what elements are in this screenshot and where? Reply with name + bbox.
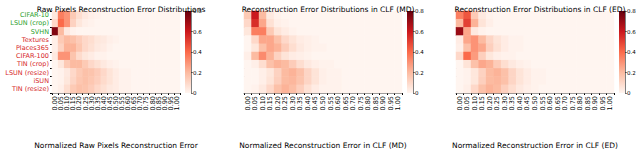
svg-text:0.8: 0.8	[415, 8, 424, 14]
svg-text:0.70: 0.70	[136, 96, 145, 111]
svg-text:0.6: 0.6	[415, 29, 424, 35]
svg-text:0.50: 0.50	[319, 96, 327, 111]
svg-text:0.85: 0.85	[371, 96, 380, 111]
svg-text:0.30: 0.30	[87, 96, 96, 111]
svg-text:0.4: 0.4	[415, 49, 424, 55]
svg-text:CIFAR-100: CIFAR-100	[16, 52, 49, 60]
svg-text:0.60: 0.60	[334, 96, 342, 111]
svg-text:0.20: 0.20	[75, 96, 84, 111]
svg-text:0: 0	[193, 90, 197, 96]
svg-text:Textures: Textures	[21, 36, 50, 44]
svg-text:0.4: 0.4	[627, 49, 636, 55]
svg-text:0.2: 0.2	[193, 70, 202, 76]
svg-text:0.8: 0.8	[627, 8, 636, 14]
svg-text:0.90: 0.90	[591, 96, 600, 111]
svg-text:0.40: 0.40	[304, 96, 312, 111]
svg-text:0.25: 0.25	[281, 96, 290, 111]
svg-text:0.95: 0.95	[386, 96, 395, 111]
svg-text:0.2: 0.2	[627, 70, 636, 76]
svg-text:0.75: 0.75	[568, 96, 577, 111]
svg-text:Places365: Places365	[16, 44, 49, 52]
svg-text:Normalized Raw Pixels Reconstr: Normalized Raw Pixels Reconstruction Err…	[34, 141, 198, 150]
svg-text:Raw Pixels Reconstruction Erro: Raw Pixels Reconstruction Error Distribu…	[37, 5, 206, 14]
svg-text:0.65: 0.65	[553, 96, 562, 111]
svg-text:TIN (crop): TIN (crop)	[16, 60, 49, 68]
svg-text:0.40: 0.40	[516, 96, 524, 111]
svg-text:0.45: 0.45	[311, 96, 320, 111]
svg-text:0.55: 0.55	[326, 96, 335, 111]
svg-text:TIN (resize): TIN (resize)	[11, 85, 49, 93]
svg-text:Normalized Reconstruction Erro: Normalized Reconstruction Error in CLF (…	[452, 141, 618, 150]
svg-text:0.05: 0.05	[251, 96, 260, 111]
svg-text:iSUN: iSUN	[33, 77, 49, 85]
svg-text:0.75: 0.75	[356, 96, 365, 111]
svg-text:0.45: 0.45	[523, 96, 532, 111]
svg-text:LSUN (resize): LSUN (resize)	[5, 69, 49, 77]
svg-text:0.15: 0.15	[478, 96, 487, 111]
svg-text:1.00: 1.00	[394, 96, 402, 110]
svg-text:0.90: 0.90	[160, 96, 169, 111]
svg-text:0.15: 0.15	[266, 96, 275, 111]
svg-text:1.00: 1.00	[173, 96, 181, 110]
svg-text:0.85: 0.85	[583, 96, 592, 111]
svg-text:0.50: 0.50	[531, 96, 539, 111]
svg-text:0.95: 0.95	[166, 96, 175, 111]
svg-text:0.25: 0.25	[493, 96, 502, 111]
svg-text:1.00: 1.00	[606, 96, 614, 110]
svg-text:0.35: 0.35	[508, 96, 517, 111]
svg-text:0.10: 0.10	[470, 96, 479, 111]
svg-text:0.00: 0.00	[51, 96, 59, 111]
svg-text:0: 0	[415, 90, 419, 96]
svg-text:0.60: 0.60	[546, 96, 554, 111]
svg-text:0.6: 0.6	[193, 29, 202, 35]
svg-text:0.80: 0.80	[576, 96, 585, 111]
svg-text:0.20: 0.20	[485, 96, 494, 111]
svg-text:0.25: 0.25	[81, 96, 90, 111]
svg-text:Reconstruction Error Distribut: Reconstruction Error Distributions in CL…	[242, 5, 415, 14]
svg-text:0.05: 0.05	[463, 96, 472, 111]
svg-text:0.80: 0.80	[148, 96, 157, 111]
svg-text:0.60: 0.60	[124, 96, 133, 111]
svg-text:0.30: 0.30	[288, 96, 297, 111]
svg-text:0.50: 0.50	[112, 96, 120, 111]
svg-text:0.15: 0.15	[69, 96, 78, 111]
svg-text:0.6: 0.6	[627, 29, 636, 35]
svg-text:SVHN: SVHN	[31, 28, 49, 36]
svg-text:0.55: 0.55	[538, 96, 547, 111]
svg-text:LSUN (crop): LSUN (crop)	[10, 19, 49, 27]
svg-text:0.10: 0.10	[258, 96, 267, 111]
svg-text:0.55: 0.55	[118, 96, 127, 111]
svg-text:0.75: 0.75	[142, 96, 151, 111]
svg-text:0.70: 0.70	[349, 96, 358, 111]
svg-text:0.2: 0.2	[415, 70, 424, 76]
svg-text:0.10: 0.10	[63, 96, 72, 111]
svg-text:0.85: 0.85	[154, 96, 163, 111]
svg-text:Reconstruction Error Distribut: Reconstruction Error Distributions in CL…	[455, 5, 626, 14]
svg-text:0.4: 0.4	[193, 49, 202, 55]
svg-text:0.00: 0.00	[243, 96, 252, 111]
svg-text:0: 0	[627, 90, 631, 96]
svg-text:0.05: 0.05	[57, 96, 66, 111]
svg-text:0.35: 0.35	[296, 96, 305, 111]
svg-text:0.00: 0.00	[455, 96, 464, 111]
svg-text:0.45: 0.45	[105, 96, 114, 111]
svg-text:0.30: 0.30	[500, 96, 509, 111]
svg-text:0.20: 0.20	[273, 96, 282, 111]
svg-text:0.35: 0.35	[93, 96, 102, 111]
svg-text:0.65: 0.65	[341, 96, 350, 111]
svg-text:0.70: 0.70	[561, 96, 570, 111]
svg-text:0.95: 0.95	[598, 96, 607, 111]
svg-text:Normalized Reconstruction Erro: Normalized Reconstruction Error in CLF (…	[239, 141, 407, 150]
svg-text:0.65: 0.65	[130, 96, 139, 111]
svg-text:0.90: 0.90	[379, 96, 388, 111]
svg-text:0.40: 0.40	[99, 96, 108, 111]
svg-text:0.80: 0.80	[364, 96, 373, 111]
svg-text:CIFAR-10: CIFAR-10	[20, 11, 49, 20]
